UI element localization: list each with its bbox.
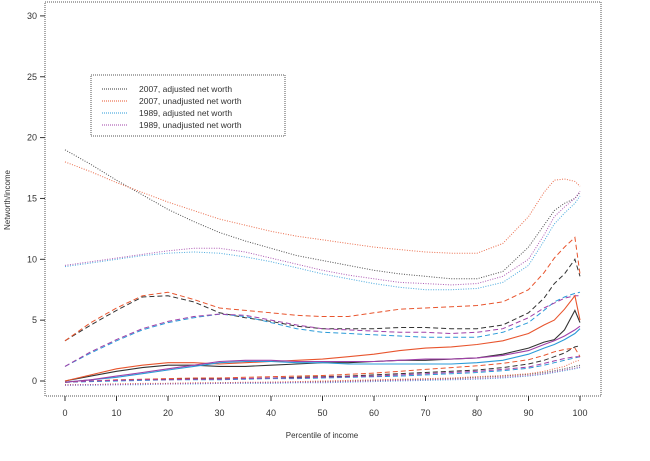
- legend-item: 2007, adjusted net worth: [102, 84, 232, 94]
- x-tick-label: 0: [62, 408, 67, 418]
- legend-box: [90, 74, 286, 137]
- x-tick-label: 10: [111, 408, 121, 418]
- y-tick-label: 25: [27, 72, 37, 82]
- y-axis: 0 5 10 15 20 25 30: [27, 11, 45, 386]
- series-line-11: [64, 325, 581, 383]
- x-tick-label: 90: [523, 408, 533, 418]
- series-line-9: [64, 294, 581, 382]
- y-axis-label: Networth/income: [3, 169, 12, 230]
- series-line-5: [64, 236, 581, 342]
- series-line-0: [64, 149, 581, 280]
- legend-label: 2007, adjusted net worth: [139, 84, 232, 94]
- x-tick-label: 20: [163, 408, 173, 418]
- series-line-10: [64, 328, 581, 383]
- series-line-1: [64, 161, 581, 254]
- x-tick-label: 50: [317, 408, 327, 418]
- y-tick-label: 15: [27, 193, 37, 203]
- series-line-12: [64, 345, 581, 383]
- legend-label: 1989, adjusted net worth: [139, 108, 232, 118]
- y-tick-label: 5: [32, 315, 37, 325]
- x-tick-label: 80: [472, 408, 482, 418]
- legend-label: 2007, unadjusted net worth: [139, 96, 242, 106]
- series-line-6: [64, 291, 581, 367]
- series-line-3: [64, 190, 581, 286]
- y-tick-label: 0: [32, 376, 37, 386]
- x-tick-label: 40: [266, 408, 276, 418]
- x-tick-label: 100: [572, 408, 587, 418]
- legend-label: 1989, unadjusted net worth: [139, 120, 242, 130]
- series-line-7: [64, 295, 580, 367]
- series-line-2: [64, 195, 581, 291]
- series-line-8: [64, 309, 581, 382]
- y-tick-label: 10: [27, 254, 37, 264]
- series-line-15: [64, 356, 580, 383]
- x-tick-label: 70: [420, 408, 430, 418]
- legend-item: 2007, unadjusted net worth: [102, 96, 242, 106]
- x-tick-label: 30: [214, 408, 224, 418]
- series-line-13: [64, 347, 581, 383]
- series-line-4: [64, 258, 581, 342]
- series-layer: [64, 149, 581, 386]
- legend: 2007, adjusted net worth 2007, unadjuste…: [90, 74, 286, 137]
- x-axis-label: Percentile of income: [286, 431, 359, 440]
- y-tick-label: 30: [27, 11, 37, 21]
- legend-item: 1989, unadjusted net worth: [102, 120, 242, 130]
- legend-item: 1989, adjusted net worth: [102, 108, 232, 118]
- x-axis: 0 10 20 30 40 50 60 70 80 90 100: [62, 396, 588, 418]
- y-tick-label: 20: [27, 133, 37, 143]
- x-tick-label: 60: [369, 408, 379, 418]
